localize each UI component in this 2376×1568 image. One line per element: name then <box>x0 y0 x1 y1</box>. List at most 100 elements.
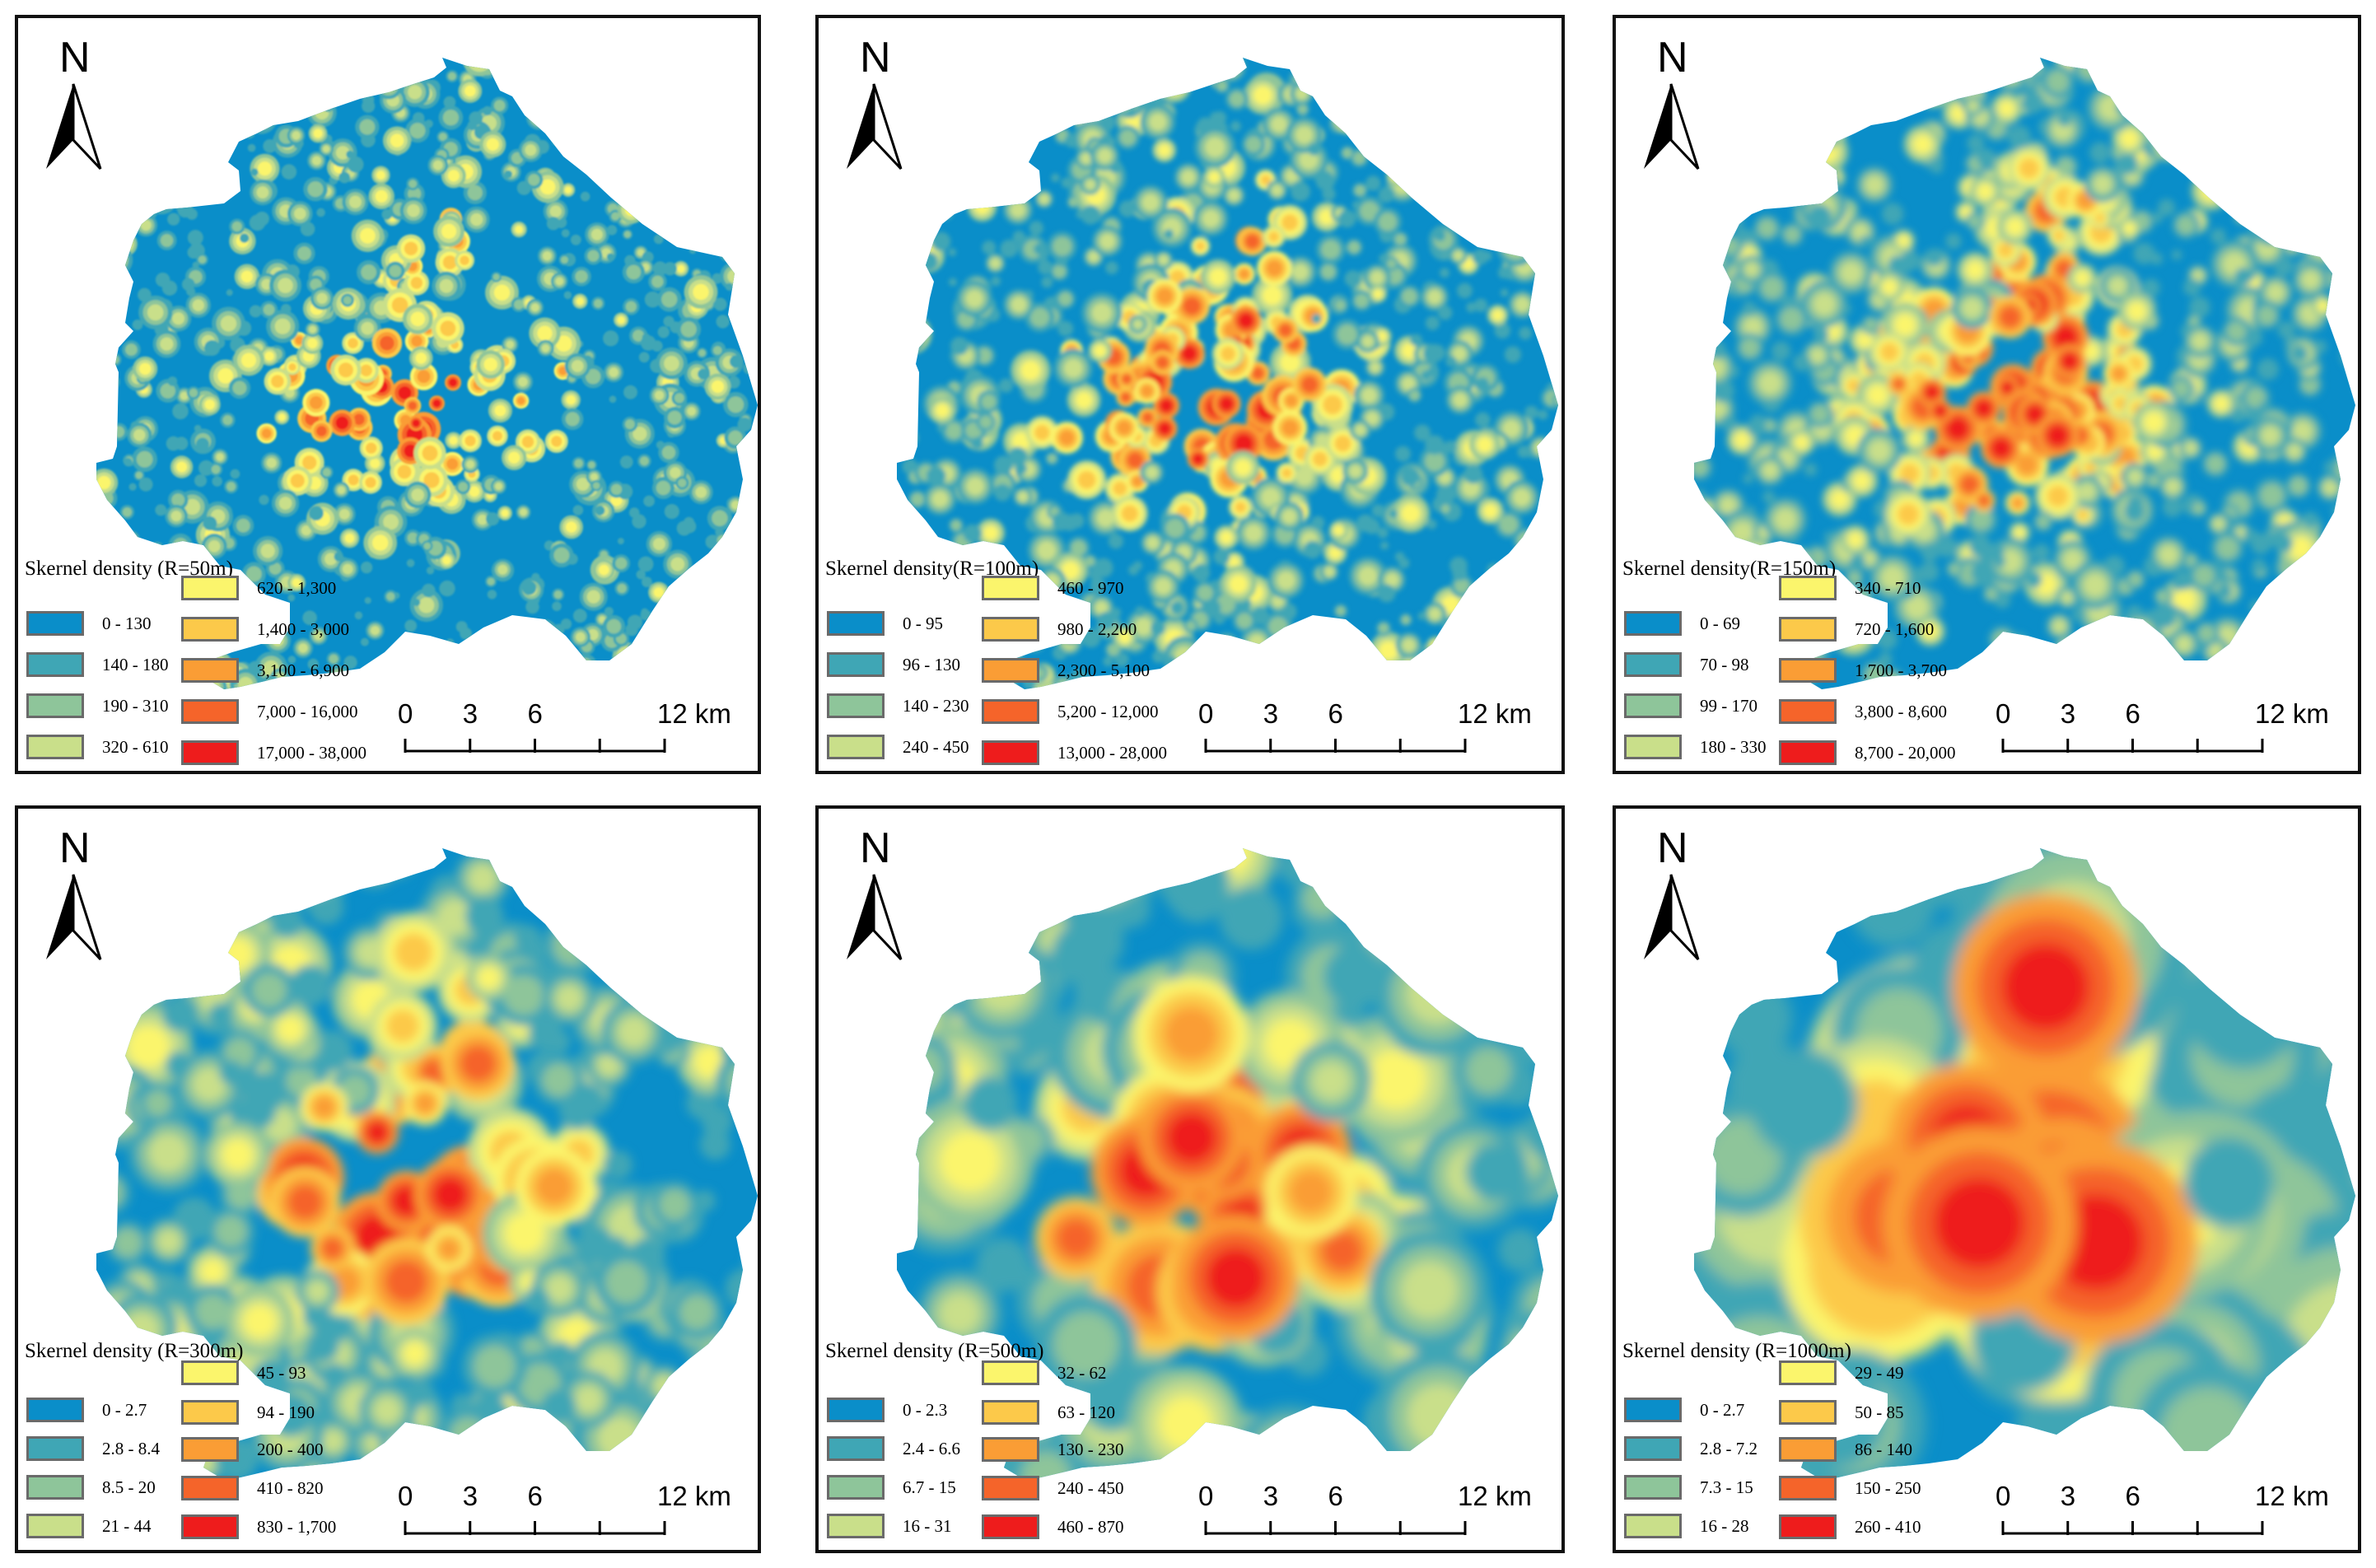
legend-label: 2.4 - 6.6 <box>903 1438 960 1458</box>
legend-item: 21 - 44 <box>26 1512 152 1540</box>
legend-label: 0 - 2.7 <box>102 1399 147 1420</box>
north-arrow-icon <box>46 874 102 961</box>
legend-label: 32 - 62 <box>1057 1362 1107 1383</box>
legend-swatch <box>181 576 239 600</box>
density-map <box>96 848 758 1480</box>
legend-swatch <box>1779 617 1837 642</box>
legend-item: 32 - 62 <box>982 1359 1107 1387</box>
legend-item: 0 - 69 <box>1624 609 1740 637</box>
legend-swatch <box>1779 740 1837 765</box>
legend-label: 0 - 69 <box>1700 613 1740 633</box>
legend-item: 70 - 98 <box>1624 651 1749 679</box>
legend-swatch <box>181 1514 239 1539</box>
scale-label: 0 <box>398 1481 413 1511</box>
legend-swatch <box>181 699 239 724</box>
legend-item: 2.8 - 7.2 <box>1624 1435 1757 1463</box>
legend-item: 720 - 1,600 <box>1779 615 1934 643</box>
legend-swatch <box>982 740 1039 765</box>
legend-label: 45 - 93 <box>257 1362 306 1383</box>
north-arrow-icon <box>1644 874 1700 961</box>
legend-swatch <box>181 658 239 683</box>
legend-item: 16 - 31 <box>827 1512 952 1540</box>
legend-label: 96 - 130 <box>903 654 960 674</box>
scale-label: 12 km <box>2255 698 2329 729</box>
legend-label: 0 - 2.3 <box>903 1399 948 1420</box>
map-panel: N Skernel density (R=500m) 0 - 2.3 2.4 - 6.… <box>815 805 1565 1553</box>
north-label: N <box>860 824 891 872</box>
scale-label: 12 km <box>657 1481 731 1511</box>
north-arrow-icon <box>46 83 102 170</box>
legend-swatch <box>982 576 1039 600</box>
legend-swatch <box>982 1476 1039 1500</box>
legend-item: 8.5 - 20 <box>26 1473 156 1501</box>
legend-item: 0 - 130 <box>26 609 152 637</box>
scale-label: 3 <box>2060 698 2076 729</box>
legend-swatch <box>827 1475 885 1500</box>
legend-item: 140 - 180 <box>26 651 169 679</box>
legend-item: 63 - 120 <box>982 1398 1115 1426</box>
scale-label: 12 km <box>1458 1481 1532 1511</box>
legend-item: 0 - 2.3 <box>827 1396 947 1424</box>
legend-label: 16 - 28 <box>1700 1515 1749 1536</box>
legend-swatch <box>982 1360 1039 1385</box>
legend-swatch <box>26 611 84 636</box>
density-map <box>1694 58 2355 689</box>
map-panel: N Skernel density (R=300m) 0 - 2.7 2.8 - 8.… <box>15 805 761 1553</box>
legend-item: 8,700 - 20,000 <box>1779 739 1956 767</box>
scale-label: 0 <box>1996 698 2011 729</box>
north-arrow-icon <box>847 874 903 961</box>
legend-label: 720 - 1,600 <box>1855 618 1935 639</box>
scale-label: 3 <box>462 1481 478 1511</box>
legend-label: 150 - 250 <box>1855 1477 1921 1498</box>
north-label: N <box>59 34 91 82</box>
legend-swatch <box>181 1400 239 1425</box>
legend-swatch <box>1779 1514 1837 1539</box>
density-surface <box>1694 848 2355 1480</box>
legend-item: 2,300 - 5,100 <box>982 656 1150 684</box>
legend-swatch <box>1624 1514 1682 1538</box>
map-panel: N Skernel density(R=150m) 0 - 69 70 - 98 99 … <box>1613 15 2361 774</box>
legend-item: 17,000 - 38,000 <box>181 739 366 767</box>
legend-item: 2.8 - 8.4 <box>26 1435 160 1463</box>
legend-swatch <box>1779 576 1837 600</box>
legend-item: 16 - 28 <box>1624 1512 1749 1540</box>
legend-item: 340 - 710 <box>1779 574 1921 602</box>
north-arrow-icon <box>847 83 903 170</box>
legend-label: 63 - 120 <box>1057 1402 1115 1422</box>
legend-item: 6.7 - 15 <box>827 1473 956 1501</box>
legend-item: 460 - 970 <box>982 574 1124 602</box>
scale-label: 12 km <box>657 698 731 729</box>
legend-label: 320 - 610 <box>102 736 169 757</box>
legend-item: 7,000 - 16,000 <box>181 698 358 726</box>
legend-item: 86 - 140 <box>1779 1435 1912 1463</box>
legend-label: 1,700 - 3,700 <box>1855 660 1947 680</box>
map-panel: N Skernel density (R=1000m) 0 - 2.7 2.8 - 7… <box>1613 805 2361 1553</box>
legend-label: 2.8 - 8.4 <box>102 1438 160 1458</box>
legend-label: 190 - 310 <box>102 695 169 716</box>
legend-swatch <box>1624 1398 1682 1422</box>
legend-item: 190 - 310 <box>26 692 169 720</box>
legend-swatch <box>827 1514 885 1538</box>
legend-label: 2,300 - 5,100 <box>1057 660 1150 680</box>
legend-label: 6.7 - 15 <box>903 1477 956 1497</box>
legend-item: 830 - 1,700 <box>181 1513 336 1541</box>
legend-label: 340 - 710 <box>1855 577 1921 598</box>
legend-item: 130 - 230 <box>982 1435 1124 1463</box>
legend-label: 830 - 1,700 <box>257 1516 337 1537</box>
legend-label: 7.3 - 15 <box>1700 1477 1753 1497</box>
legend-label: 5,200 - 12,000 <box>1057 701 1159 721</box>
legend-label: 99 - 170 <box>1700 695 1757 716</box>
scale-bar <box>404 1521 666 1535</box>
legend-swatch <box>1624 735 1682 759</box>
legend-label: 240 - 450 <box>903 736 969 757</box>
legend-item: 29 - 49 <box>1779 1359 1904 1387</box>
legend-item: 320 - 610 <box>26 733 169 761</box>
legend-item: 140 - 230 <box>827 692 969 720</box>
legend-item: 1,700 - 3,700 <box>1779 656 1947 684</box>
legend-swatch <box>1779 658 1837 683</box>
legend-swatch <box>982 617 1039 642</box>
legend-swatch <box>982 1514 1039 1539</box>
scale-label: 12 km <box>2255 1481 2329 1511</box>
legend-item: 7.3 - 15 <box>1624 1473 1753 1501</box>
legend-label: 94 - 190 <box>257 1402 315 1422</box>
